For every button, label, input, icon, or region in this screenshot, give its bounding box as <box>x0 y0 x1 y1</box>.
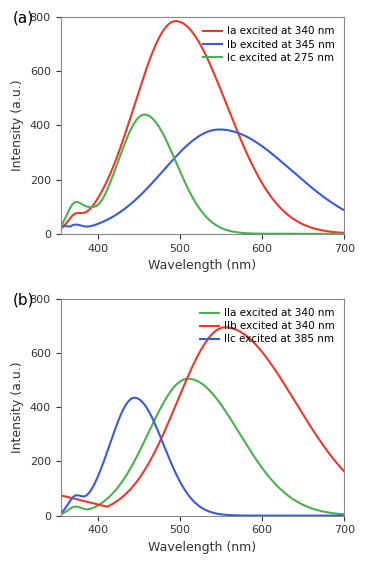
Line: Ic excited at 275 nm: Ic excited at 275 nm <box>60 115 344 234</box>
Ib excited at 345 nm <box>58 222 63 229</box>
Ia excited at 340 nm <box>306 223 310 230</box>
IIc excited at 385 nm <box>108 441 112 448</box>
IIa excited at 340 nm <box>337 511 341 518</box>
IIa excited at 340 nm <box>186 375 190 382</box>
IIb excited at 340 nm <box>306 420 311 427</box>
Line: IIa excited at 340 nm: IIa excited at 340 nm <box>60 379 344 514</box>
Line: Ia excited at 340 nm: Ia excited at 340 nm <box>60 21 344 233</box>
Ib excited at 345 nm <box>167 160 172 167</box>
Ia excited at 340 nm <box>173 18 178 24</box>
Ic excited at 275 nm <box>142 111 147 118</box>
IIc excited at 385 nm <box>58 510 63 516</box>
Ib excited at 345 nm <box>108 215 112 222</box>
Ic excited at 275 nm <box>91 203 95 210</box>
IIa excited at 340 nm <box>108 493 112 500</box>
Ib excited at 345 nm <box>337 204 341 211</box>
Line: IIb excited at 340 nm: IIb excited at 340 nm <box>60 327 344 507</box>
Text: (b): (b) <box>12 292 34 307</box>
Ic excited at 275 nm <box>180 172 184 179</box>
Ic excited at 275 nm <box>337 231 341 237</box>
Ia excited at 340 nm <box>58 225 63 232</box>
IIc excited at 385 nm <box>180 481 184 488</box>
Ia excited at 340 nm <box>167 20 172 27</box>
IIb excited at 340 nm <box>108 502 112 509</box>
Line: Ib excited at 345 nm: Ib excited at 345 nm <box>60 129 344 227</box>
IIb excited at 340 nm <box>91 500 95 507</box>
Ic excited at 275 nm <box>108 180 112 187</box>
Y-axis label: Intensity (a.u.): Intensity (a.u.) <box>11 80 24 171</box>
IIb excited at 340 nm <box>337 462 341 469</box>
Legend: IIa excited at 340 nm, IIb excited at 340 nm, IIc excited at 385 nm: IIa excited at 340 nm, IIb excited at 34… <box>196 304 339 349</box>
Ic excited at 275 nm <box>167 144 172 151</box>
IIa excited at 340 nm <box>91 505 95 511</box>
Ia excited at 340 nm <box>337 229 341 236</box>
IIc excited at 385 nm <box>91 484 95 490</box>
IIc excited at 385 nm <box>342 512 347 519</box>
IIc excited at 385 nm <box>167 455 172 462</box>
Y-axis label: Intensity (a.u.): Intensity (a.u.) <box>11 362 24 453</box>
Ib excited at 345 nm <box>91 222 95 229</box>
Ia excited at 340 nm <box>180 19 184 26</box>
IIb excited at 340 nm <box>105 503 109 510</box>
Ic excited at 275 nm <box>58 223 63 230</box>
X-axis label: Wavelength (nm): Wavelength (nm) <box>148 541 257 554</box>
IIa excited at 340 nm <box>306 504 310 511</box>
Legend: Ia excited at 340 nm, Ib excited at 345 nm, Ic excited at 275 nm: Ia excited at 340 nm, Ib excited at 345 … <box>199 22 339 67</box>
Text: (a): (a) <box>12 11 33 25</box>
IIb excited at 340 nm <box>167 417 172 424</box>
Ia excited at 340 nm <box>342 229 347 236</box>
Ib excited at 345 nm <box>306 181 311 188</box>
IIb excited at 340 nm <box>180 388 184 394</box>
IIa excited at 340 nm <box>179 377 184 384</box>
IIb excited at 340 nm <box>223 324 227 331</box>
IIa excited at 340 nm <box>167 390 172 397</box>
Ia excited at 340 nm <box>108 172 112 179</box>
Ib excited at 345 nm <box>180 147 184 154</box>
IIc excited at 385 nm <box>132 394 137 401</box>
X-axis label: Wavelength (nm): Wavelength (nm) <box>148 259 257 272</box>
IIb excited at 340 nm <box>58 492 63 499</box>
Ib excited at 345 nm <box>342 207 347 214</box>
Ic excited at 275 nm <box>342 231 347 237</box>
Ib excited at 345 nm <box>217 126 221 133</box>
IIc excited at 385 nm <box>306 512 310 519</box>
IIb excited at 340 nm <box>342 468 347 475</box>
IIa excited at 340 nm <box>58 511 63 518</box>
IIa excited at 340 nm <box>342 511 347 518</box>
Ic excited at 275 nm <box>306 231 310 237</box>
Ib excited at 345 nm <box>68 223 72 230</box>
Ia excited at 340 nm <box>91 202 95 209</box>
Line: IIc excited at 385 nm: IIc excited at 385 nm <box>60 398 344 516</box>
IIc excited at 385 nm <box>337 512 341 519</box>
